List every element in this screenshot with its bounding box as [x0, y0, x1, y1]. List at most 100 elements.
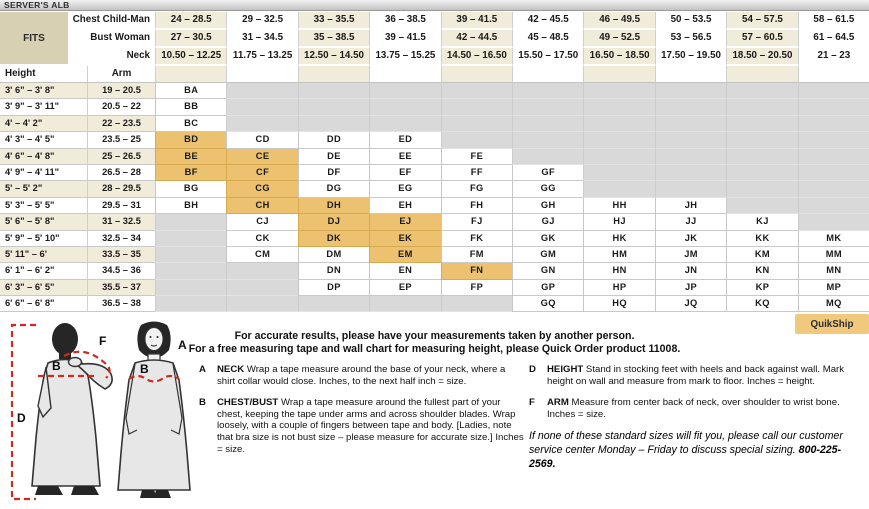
size-code-cell: [369, 296, 441, 313]
notice-line-1: For accurate results, please have your m…: [234, 330, 635, 342]
axis-row: Height Arm: [0, 66, 869, 83]
size-code-cell: [369, 99, 441, 116]
arm-range-cell: 35.5 – 37: [87, 279, 155, 297]
size-code-cell: BH: [155, 197, 227, 215]
height-range-cell: 3' 9" – 3' 11": [0, 99, 87, 116]
size-code-cell: CJ: [226, 214, 298, 231]
size-code-cell: GK: [512, 230, 584, 247]
size-code-cell: [797, 164, 869, 182]
size-code-cell: FN: [440, 263, 513, 280]
size-code-cell: [440, 83, 513, 100]
fit-range-cell: 45 – 48.5: [512, 30, 584, 48]
fit-range-cell: 15.50 – 17.50: [512, 48, 584, 66]
size-code-cell: EE: [369, 148, 441, 165]
size-code-cell: [440, 99, 513, 116]
arm-range-cell: 25 – 26.5: [87, 148, 155, 165]
size-code-cell: [726, 115, 798, 133]
arm-measure-line: [63, 350, 111, 379]
size-code-cell: [726, 148, 798, 165]
size-code-cell: JJ: [654, 214, 727, 231]
fit-range-cell: 11.75 – 13.25: [226, 48, 298, 66]
size-code-cell: EJ: [369, 214, 441, 231]
height-column-label: Height: [0, 66, 87, 83]
size-code-cell: [226, 115, 298, 133]
arm-range-cell: 31 – 32.5: [87, 214, 155, 231]
size-code-cell: [726, 83, 798, 100]
fit-range-cell: 14.50 – 16.50: [440, 48, 513, 66]
height-range-cell: 5' 11" – 6': [0, 246, 87, 264]
size-code-cell: DG: [297, 181, 370, 198]
axis-stripe-cell: [654, 66, 727, 83]
fit-range-cell: 27 – 30.5: [155, 30, 227, 48]
quikship-badge[interactable]: QuikShip: [795, 314, 869, 334]
size-code-cell: [297, 99, 370, 116]
arm-measure-label: F: [99, 334, 106, 348]
size-row: 5' 9" – 5' 10" 32.5 – 34 CK DK EK FK GK HK JK KK M…: [0, 230, 869, 247]
measure-step: F ARM Measure from center back of neck, o…: [529, 397, 865, 420]
arm-range-cell: 28 – 29.5: [87, 181, 155, 198]
axis-stripe-cell: [155, 66, 227, 83]
size-code-cell: [297, 296, 370, 313]
size-code-cell: DP: [297, 279, 370, 297]
height-range-cell: 5' 6" – 5' 8": [0, 214, 87, 231]
fit-range-cell: 39 – 41.5: [369, 30, 441, 48]
measure-steps-column: A NECK Wrap a tape measure around the bas…: [199, 364, 525, 465]
size-code-cell: [155, 246, 227, 264]
size-code-cell: [512, 148, 584, 165]
size-code-cell: DD: [297, 132, 370, 149]
size-code-cell: HH: [583, 197, 655, 215]
size-code-cell: JK: [654, 230, 727, 247]
size-code-cell: [155, 230, 227, 247]
height-measure-label: D: [17, 411, 26, 425]
size-row: 4' – 4' 2" 22 – 23.5 BC: [0, 115, 869, 133]
size-code-cell: FK: [440, 230, 513, 247]
size-code-cell: DH: [297, 197, 370, 215]
size-row: 6' 1" – 6' 2" 34.5 – 36 DN EN FN GN HN JN KN MN: [0, 263, 869, 280]
size-table: FITS Chest Child-Man 24 – 28.5 29 – 32.5 33…: [0, 12, 869, 313]
back-view-figure: [31, 323, 113, 495]
fits-header-row: Chest Child-Man 24 – 28.5 29 – 32.5 33 – 35…: [68, 12, 869, 30]
size-code-cell: GQ: [512, 296, 584, 313]
fit-range-cell: 61 – 64.5: [797, 30, 869, 48]
bust-measure-label: B: [140, 362, 149, 376]
size-code-cell: MN: [797, 263, 869, 280]
height-range-cell: 6' 6" – 6' 8": [0, 296, 87, 313]
height-range-cell: 5' – 5' 2": [0, 181, 87, 198]
size-code-cell: [155, 296, 227, 313]
size-code-cell: [369, 115, 441, 133]
size-code-cell: EM: [369, 246, 441, 264]
fits-header-row: Neck 10.50 – 12.25 11.75 – 13.25 12.50 – 14…: [68, 48, 869, 66]
size-code-cell: [440, 115, 513, 133]
height-range-cell: 4' 9" – 4' 11": [0, 164, 87, 182]
fits-rows: Chest Child-Man 24 – 28.5 29 – 32.5 33 – 35…: [68, 12, 869, 66]
fit-range-cell: 18.50 – 20.50: [726, 48, 798, 66]
size-code-cell: [583, 99, 655, 116]
height-range-cell: 5' 9" – 5' 10": [0, 230, 87, 247]
fit-range-cell: 49 – 52.5: [583, 30, 655, 48]
axis-stripe-cell: [583, 66, 655, 83]
size-row: 3' 6" – 3' 8" 19 – 20.5 BA: [0, 83, 869, 100]
size-code-cell: BE: [155, 148, 227, 165]
step-letter: B: [199, 397, 206, 409]
size-code-cell: GN: [512, 263, 584, 280]
step-term: HEIGHT: [547, 364, 586, 375]
size-code-cell: DF: [297, 164, 370, 182]
size-code-cell: DK: [297, 230, 370, 247]
size-grid-body: 3' 6" – 3' 8" 19 – 20.5 BA 3' 9" – 3' 11" 20…: [0, 83, 869, 313]
size-code-cell: ED: [369, 132, 441, 149]
size-code-cell: [654, 115, 727, 133]
height-range-cell: 4' 3" – 4' 5": [0, 132, 87, 149]
size-code-cell: HP: [583, 279, 655, 297]
neck-measure-label: A: [178, 338, 187, 352]
arm-range-cell: 22 – 23.5: [87, 115, 155, 133]
size-code-cell: KK: [726, 230, 798, 247]
size-code-cell: FF: [440, 164, 513, 182]
alb-measurement-illustration: D B F A B: [10, 321, 191, 501]
size-code-cell: KN: [726, 263, 798, 280]
size-code-cell: [583, 83, 655, 100]
size-code-cell: BD: [155, 132, 227, 149]
size-code-cell: DN: [297, 263, 370, 280]
step-letter: F: [529, 397, 535, 409]
height-range-cell: 4' – 4' 2": [0, 115, 87, 133]
size-code-cell: GP: [512, 279, 584, 297]
